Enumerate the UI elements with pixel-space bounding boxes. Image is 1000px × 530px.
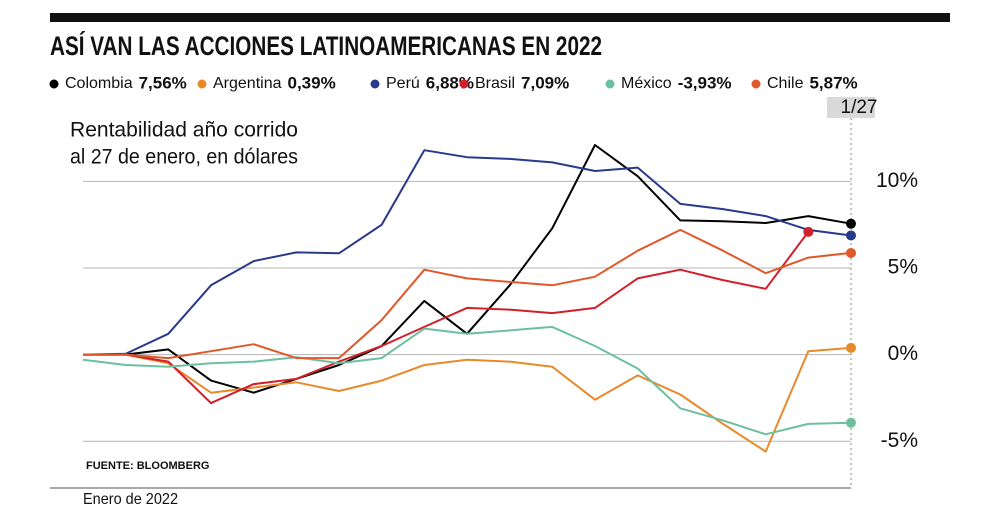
date-label-box: [827, 97, 875, 118]
legend-dot: [370, 79, 380, 89]
series-line: [82, 325, 852, 436]
series-line: [83, 228, 852, 360]
end-dot: [803, 226, 814, 237]
legend-dot: [459, 79, 469, 89]
y-tick-label: 5%: [888, 256, 918, 279]
subtitle: al 27 de enero, en dólares: [70, 146, 298, 169]
y-tick-label: 0%: [888, 342, 918, 365]
legend-value: 7,09%: [521, 73, 569, 92]
end-dot: [846, 218, 856, 229]
source: FUENTE: BLOOMBERG: [86, 460, 209, 472]
legend-dot: [49, 79, 59, 89]
series-line: [83, 144, 852, 394]
legend-label: Perú: [386, 75, 420, 92]
series-line: [83, 346, 852, 453]
y-tick-label: 10%: [876, 169, 918, 192]
end-dot: [846, 247, 856, 258]
y-tick-label: -5%: [881, 429, 918, 452]
legend-label: Argentina: [213, 75, 282, 92]
legend-value: 0,39%: [288, 73, 336, 92]
chart-title: ASÍ VAN LAS ACCIONES LATINOAMERICANAS EN…: [50, 30, 602, 61]
legend-label: Brasil: [475, 75, 515, 92]
legend-value: -3,93%: [678, 73, 732, 92]
series-line: [82, 149, 852, 356]
end-dot: [846, 417, 856, 428]
x-axis-label: Enero de 2022: [83, 491, 178, 508]
legend-label: Colombia: [65, 75, 133, 92]
top-bar: [50, 13, 950, 22]
subtitle: Rentabilidad año corrido: [70, 119, 298, 142]
legend-value: 7,56%: [139, 73, 187, 92]
x-tick-label: 1/27: [841, 97, 878, 118]
end-dot: [846, 342, 856, 353]
legend-value: 5,87%: [809, 73, 857, 92]
legend-dot: [605, 79, 615, 89]
legend-dot: [751, 79, 761, 89]
series-line: [83, 231, 810, 405]
end-dot: [846, 230, 856, 241]
legend-label: Chile: [767, 75, 804, 92]
legend-dot: [197, 79, 207, 89]
legend-label: México: [621, 75, 672, 92]
